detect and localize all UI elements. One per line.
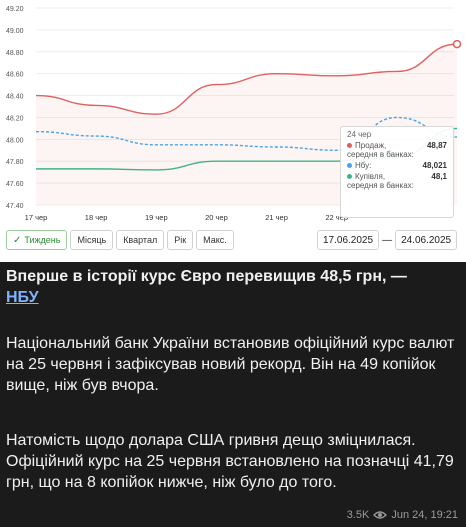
post-body: Вперше в історії курс Євро перевищив 48,…	[0, 262, 466, 527]
x-tick-label: 21 чер	[265, 213, 288, 222]
sell-endpoint-marker	[452, 39, 462, 49]
check-icon: ✓	[13, 234, 22, 246]
tooltip-buy-value: 48,1	[431, 172, 447, 181]
x-tick-label: 20 чер	[205, 213, 228, 222]
eye-icon	[373, 511, 388, 519]
y-tick-label: 48.80	[6, 50, 24, 57]
series-line	[35, 43, 458, 115]
tooltip-buy-label: Купівля, середня в банках:	[347, 172, 414, 190]
date-range: 17.06.2025 — 24.06.2025	[317, 230, 458, 250]
y-tick-label: 48.20	[6, 115, 24, 122]
tooltip-sell-label: Продаж, середня в банках:	[347, 141, 414, 159]
nbu-link[interactable]: НБУ	[6, 289, 39, 306]
x-tick-label: 19 чер	[145, 213, 168, 222]
post-paragraph-1: Національний банк України встановив офіц…	[6, 335, 455, 394]
year-button[interactable]: Рік	[167, 230, 194, 250]
tooltip-row-nbu: Нбу: 48,021	[347, 161, 447, 170]
post-meta: 3.5K Jun 24, 19:21	[347, 509, 458, 521]
date-from-input[interactable]: 17.06.2025	[317, 230, 380, 250]
y-tick-label: 49.20	[6, 6, 24, 13]
tooltip-date: 24 чер	[347, 130, 372, 139]
buy-dot-icon	[347, 174, 352, 180]
tooltip-sell-value: 48,87	[426, 141, 447, 150]
tooltip-row-buy: Купівля, середня в банках: 48,1	[347, 172, 447, 190]
post-paragraph-2: Натомість щодо долара США гривня дещо зм…	[6, 432, 454, 491]
tooltip-row-sell: Продаж, середня в банках: 48,87	[347, 141, 447, 159]
y-tick-label: 48.00	[6, 137, 24, 144]
chart-tooltip: 24 чер Продаж, середня в банках: 48,87 Н…	[340, 126, 454, 218]
x-tick-label: 18 чер	[85, 213, 108, 222]
y-tick-label: 47.40	[6, 203, 24, 210]
month-button[interactable]: Місяць	[70, 230, 114, 250]
tooltip-nbu-label: Нбу:	[355, 161, 372, 170]
week-button[interactable]: ✓ Тиждень	[6, 230, 68, 250]
y-tick-label: 48.40	[6, 94, 24, 101]
period-buttons: ✓ Тиждень Місяць Квартал Рік Макс.	[6, 230, 234, 252]
sell-dot-icon	[347, 143, 352, 149]
nbu-dot-icon	[347, 163, 352, 169]
date-separator: —	[382, 234, 393, 246]
max-button[interactable]: Макс.	[196, 230, 234, 250]
x-tick-label: 17 чер	[25, 213, 48, 222]
exchange-rate-chart: 49.20 49.00 48.80 48.60 48.40 48.20 48.00 47.80…	[0, 0, 466, 262]
y-tick-label: 48.60	[6, 72, 24, 79]
y-tick-label: 47.80	[6, 159, 24, 166]
y-tick-label: 47.60	[6, 181, 24, 188]
y-tick-label: 49.00	[6, 28, 24, 35]
quarter-button[interactable]: Квартал	[116, 230, 165, 250]
x-tick-label: 22 чер	[325, 213, 348, 222]
views-count: 3.5K	[346, 509, 370, 521]
post-timestamp: Jun 24, 19:21	[391, 509, 458, 521]
date-to-input[interactable]: 24.06.2025	[395, 230, 458, 250]
post-title: Вперше в історії курс Євро перевищив 48,…	[6, 268, 407, 306]
tooltip-nbu-value: 48,021	[422, 161, 447, 170]
